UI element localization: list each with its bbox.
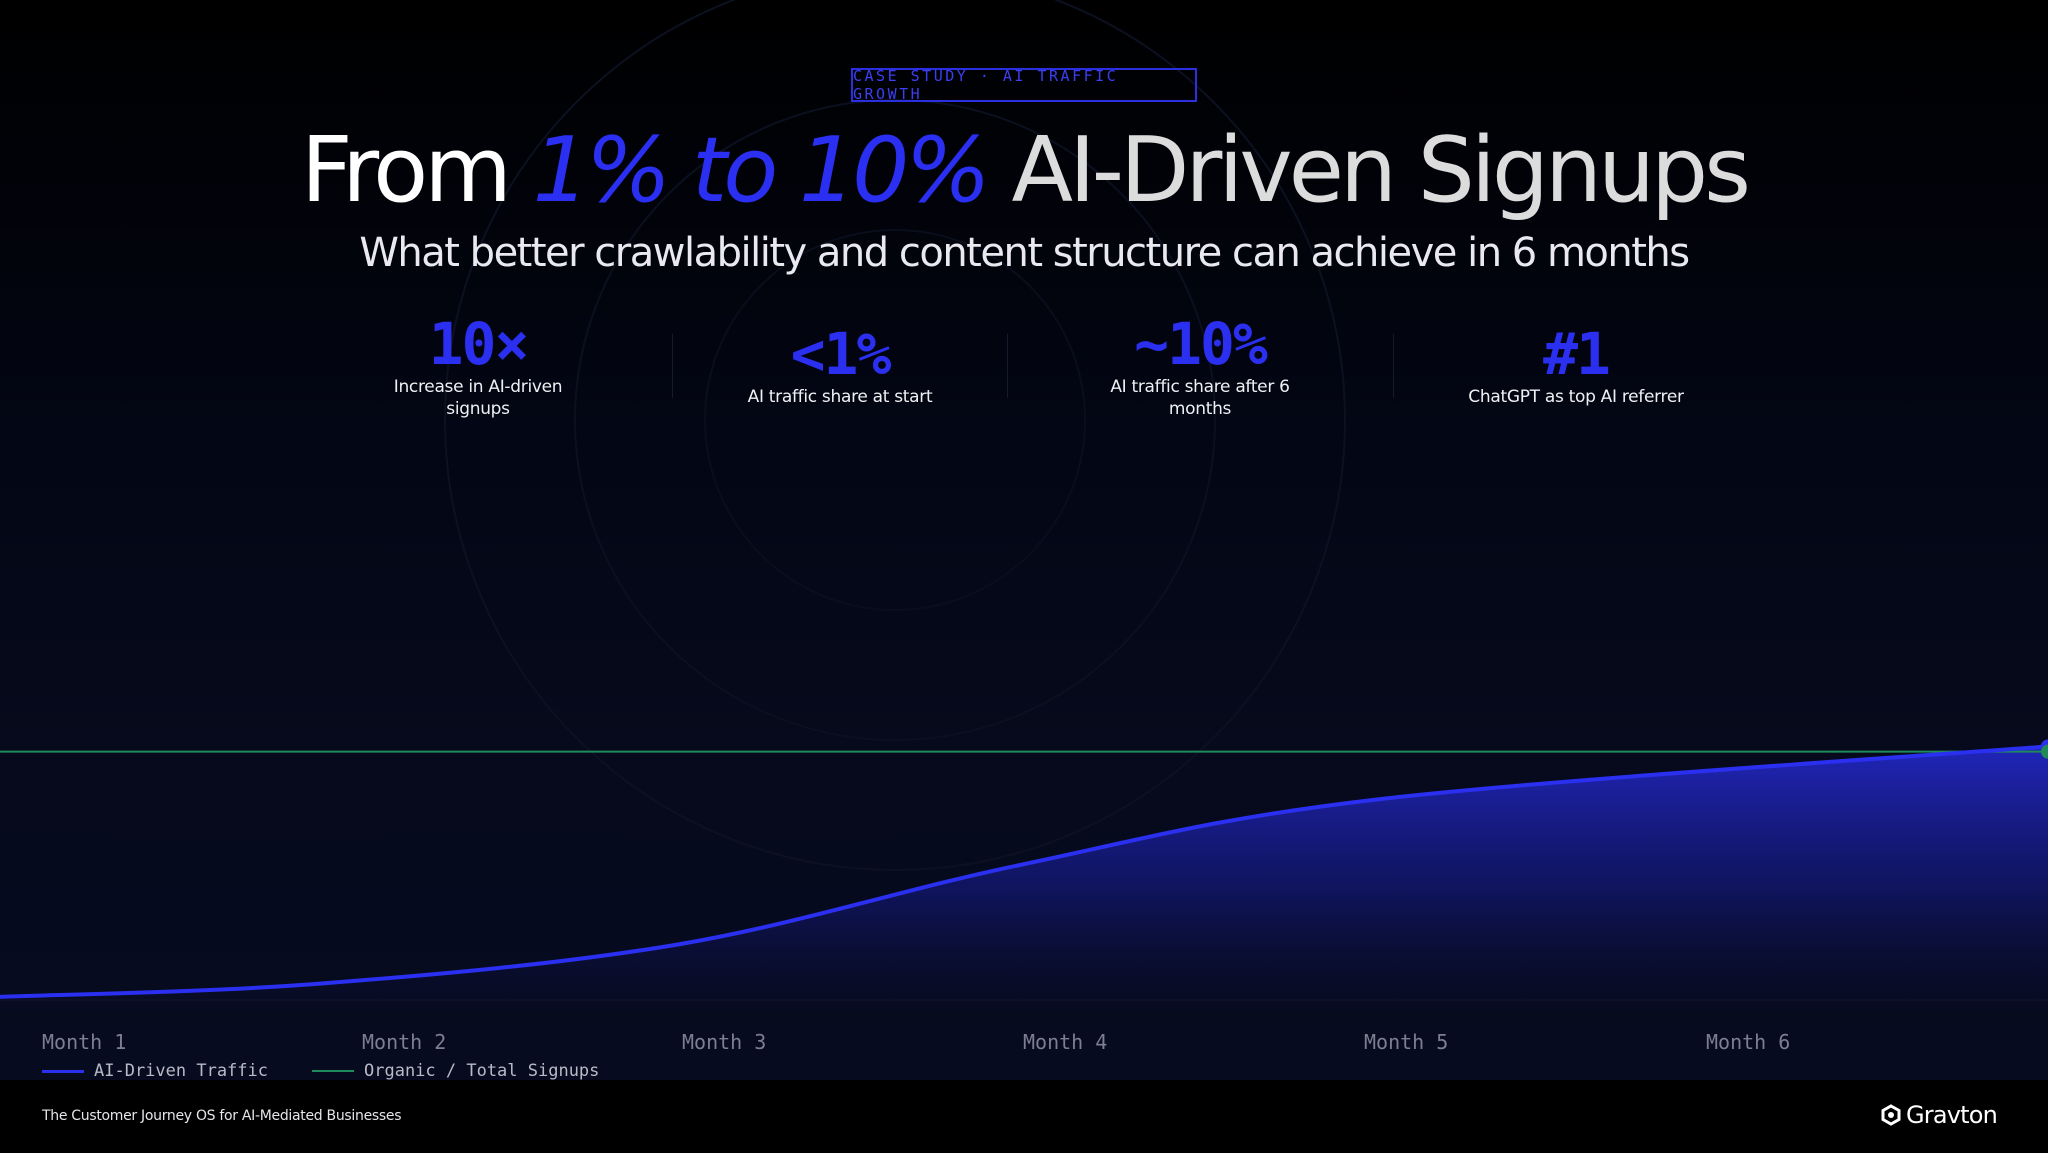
- legend-item-ai-traffic: AI-Driven Traffic: [42, 1061, 268, 1081]
- x-tick-label: Month 2: [362, 1030, 447, 1054]
- gravton-logo-icon: [1881, 1104, 1901, 1126]
- stat-divider: [1007, 334, 1008, 398]
- stat-increase: 10× Increase in AI-driven signups: [388, 312, 568, 420]
- legend-label: AI-Driven Traffic: [94, 1061, 268, 1081]
- stat-value: #1: [1543, 320, 1611, 388]
- title-suffix: AI-Driven Signups: [986, 118, 1752, 223]
- stat-value: 10×: [428, 310, 530, 378]
- stat-label: AI traffic share after 6 months: [1110, 377, 1290, 419]
- stat-label: Increase in AI-driven signups: [393, 377, 563, 419]
- x-tick-label: Month 6: [1706, 1030, 1791, 1054]
- organic-endpoint: [2041, 744, 2048, 759]
- stat-top-referrer: #1 ChatGPT as top AI referrer: [1456, 322, 1696, 408]
- traffic-chart: [0, 739, 2048, 1010]
- stat-label: ChatGPT as top AI referrer: [1468, 387, 1684, 407]
- x-tick-label: Month 1: [42, 1030, 127, 1054]
- stat-divider: [672, 334, 673, 398]
- x-tick-label: Month 4: [1023, 1030, 1108, 1054]
- x-tick-label: Month 3: [682, 1030, 767, 1054]
- stat-divider: [1393, 334, 1394, 398]
- case-study-badge: CASE STUDY · AI TRAFFIC GROWTH: [851, 67, 1197, 103]
- brand-name: Gravton: [1906, 1101, 1998, 1129]
- legend-swatch: [312, 1070, 354, 1072]
- chart-legend: AI-Driven Traffic Organic / Total Signup…: [42, 1061, 629, 1081]
- stat-label: AI traffic share at start: [747, 387, 933, 407]
- stat-start-share: <1% AI traffic share at start: [735, 322, 945, 408]
- legend-label: Organic / Total Signups: [364, 1061, 600, 1081]
- footer-tagline: The Customer Journey OS for AI-Mediated …: [42, 1108, 402, 1124]
- footer-bar: [0, 1080, 2048, 1153]
- page-subtitle: What better crawlability and content str…: [359, 230, 1690, 276]
- title-prefix: From: [300, 118, 533, 223]
- legend-item-organic: Organic / Total Signups: [312, 1061, 599, 1081]
- stat-value: <1%: [790, 320, 892, 388]
- page-title: From 1% to 10% AI-Driven Signups: [0, 116, 2048, 226]
- legend-swatch: [42, 1069, 84, 1073]
- stat-end-share: ~10% AI traffic share after 6 months: [1110, 312, 1290, 420]
- stat-value: ~10%: [1134, 310, 1268, 378]
- series-line-ai-traffic: [0, 744, 2048, 999]
- series-area-ai-traffic: [0, 746, 2048, 1010]
- x-tick-label: Month 5: [1364, 1030, 1449, 1054]
- brand-logo: Gravton: [1880, 1101, 1998, 1129]
- title-highlight: 1% to 10%: [532, 118, 991, 223]
